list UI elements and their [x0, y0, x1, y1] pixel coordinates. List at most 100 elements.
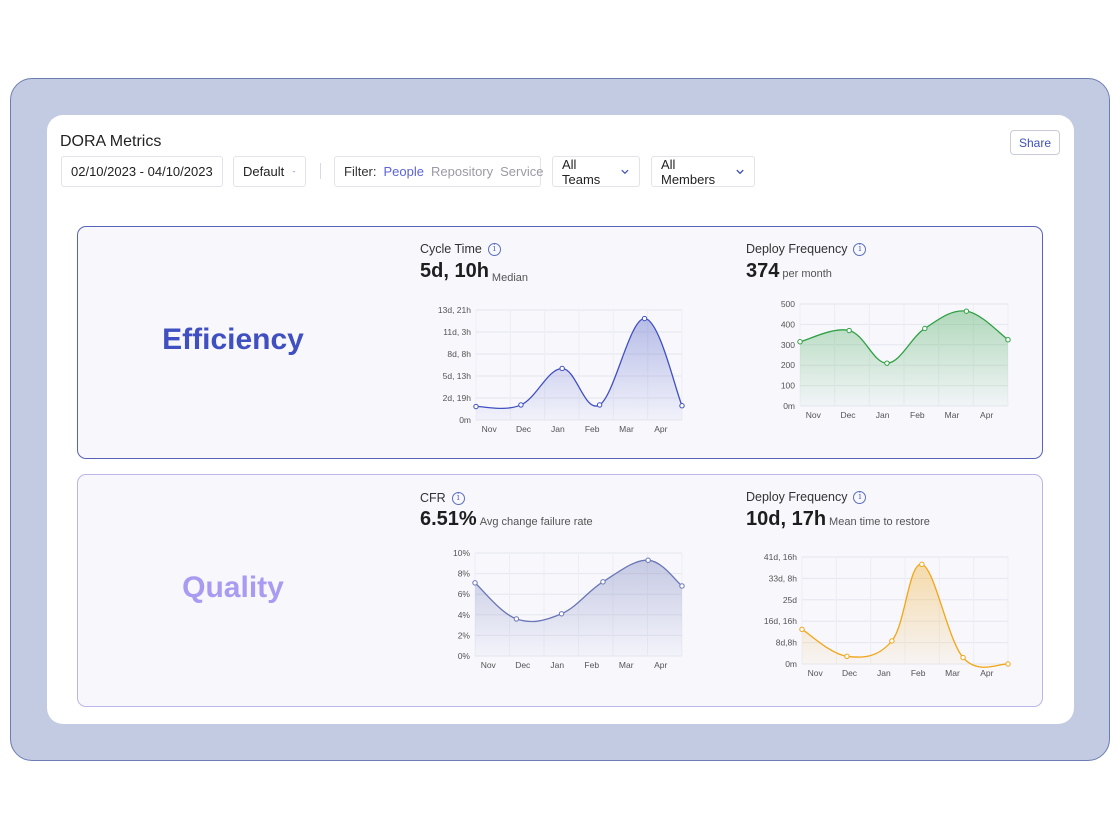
- mttr-chart: 0m 8d,8h 16d, 16h 25d 33d, 8h 41d, 16h Nov Dec J…: [764, 552, 1011, 678]
- data-point[interactable]: [596, 402, 603, 408]
- x-tick-label: Feb: [911, 668, 926, 678]
- data-point[interactable]: [473, 403, 479, 410]
- x-tick-label: Nov: [806, 410, 822, 420]
- x-tick-label: Apr: [980, 668, 993, 678]
- series-area: [476, 318, 682, 420]
- x-tick-label: Jan: [877, 668, 891, 678]
- data-point[interactable]: [645, 557, 651, 563]
- data-point[interactable]: [1005, 661, 1011, 667]
- y-tick-label: 2d, 19h: [443, 393, 472, 403]
- y-tick-label: 300: [781, 340, 795, 350]
- x-tick-label: Mar: [619, 424, 634, 434]
- data-point[interactable]: [799, 626, 805, 633]
- y-tick-label: 41d, 16h: [764, 552, 797, 562]
- cycle-time-metric-label: Cycle Time i: [420, 242, 501, 256]
- data-point[interactable]: [641, 315, 648, 322]
- x-tick-label: Feb: [585, 424, 600, 434]
- x-tick-label: Apr: [654, 424, 667, 434]
- chevron-down-icon: [292, 170, 296, 173]
- x-tick-label: Dec: [516, 424, 532, 434]
- x-tick-label: Mar: [619, 660, 634, 670]
- deploy-frequency-metric-label: Deploy Frequency i: [746, 242, 867, 256]
- series-area: [475, 560, 682, 656]
- series-line: [474, 559, 683, 623]
- filter-option-service[interactable]: Service: [500, 164, 544, 179]
- mttr-value: 10d, 17h Mean time to restore: [746, 508, 930, 531]
- data-point[interactable]: [679, 403, 685, 409]
- data-point[interactable]: [884, 360, 890, 366]
- quality-panel: [77, 474, 1043, 707]
- filter-option-people[interactable]: People: [383, 164, 424, 179]
- info-icon[interactable]: i: [853, 242, 867, 256]
- data-point[interactable]: [919, 561, 925, 568]
- metric-value: 5d, 10h: [420, 260, 489, 282]
- info-icon[interactable]: i: [487, 242, 501, 256]
- preset-select[interactable]: Default: [233, 156, 306, 187]
- metric-suffix: Avg change failure rate: [479, 516, 593, 528]
- x-tick-label: Feb: [910, 410, 925, 420]
- data-point[interactable]: [679, 583, 685, 589]
- preset-value: Default: [243, 164, 285, 179]
- x-tick-label: Feb: [584, 660, 599, 670]
- y-tick-label: 100: [781, 381, 795, 391]
- data-point[interactable]: [963, 308, 970, 314]
- data-point[interactable]: [472, 580, 478, 586]
- y-tick-label: 4%: [458, 610, 471, 620]
- data-point[interactable]: [889, 638, 895, 644]
- date-range-value: 02/10/2023 - 04/10/2023: [71, 164, 213, 179]
- cfr-value: 6.51% Avg change failure rate: [420, 508, 593, 531]
- y-tick-label: 0m: [783, 401, 795, 411]
- efficiency-label: Efficiency: [162, 323, 304, 356]
- deploy-frequency-chart: 0m 100 200 300 400 500 Nov Dec Jan Feb Mar Apr: [781, 299, 1011, 420]
- data-point[interactable]: [960, 654, 966, 661]
- info-icon[interactable]: i: [451, 491, 465, 505]
- chevron-down-icon: [736, 169, 744, 175]
- metric-label: Deploy Frequency: [746, 242, 848, 256]
- divider: [320, 163, 321, 179]
- members-value: All Members: [661, 156, 716, 187]
- x-tick-label: Mar: [945, 668, 960, 678]
- x-tick-label: Jan: [551, 424, 565, 434]
- data-point[interactable]: [844, 653, 850, 659]
- chevron-down-icon: [621, 169, 629, 175]
- cfr-chart: 0% 2% 4% 6% 8% 10% Nov Dec Jan Feb Mar Apr: [453, 548, 685, 670]
- filter-group: Filter: People Repository Service: [334, 156, 544, 187]
- x-tick-label: Apr: [654, 660, 667, 670]
- data-point[interactable]: [846, 327, 852, 334]
- y-tick-label: 0%: [458, 651, 471, 661]
- date-range-picker[interactable]: 02/10/2023 - 04/10/2023: [61, 156, 223, 187]
- y-tick-label: 0m: [459, 415, 471, 425]
- y-tick-label: 500: [781, 299, 795, 309]
- data-point[interactable]: [518, 402, 524, 408]
- data-point[interactable]: [559, 365, 565, 372]
- members-select[interactable]: All Members: [651, 156, 755, 187]
- y-tick-label: 11d, 3h: [443, 327, 471, 337]
- y-tick-label: 8d,8h: [776, 638, 798, 648]
- mttr-metric-label: Deploy Frequency i: [746, 490, 867, 504]
- filter-option-repository[interactable]: Repository: [430, 164, 494, 179]
- x-tick-label: Jan: [550, 660, 564, 670]
- teams-select[interactable]: All Teams: [552, 156, 640, 187]
- y-tick-label: 13d, 21h: [438, 305, 471, 315]
- y-tick-label: 8%: [458, 569, 471, 579]
- data-point[interactable]: [922, 325, 928, 332]
- metric-label: CFR: [420, 491, 446, 505]
- cfr-metric-label: CFR i: [420, 491, 465, 505]
- y-tick-label: 2%: [458, 630, 471, 640]
- info-icon[interactable]: i: [853, 490, 867, 504]
- cycle-time-value: 5d, 10h Median: [420, 260, 528, 284]
- x-tick-label: Nov: [808, 668, 824, 678]
- metric-suffix: Mean time to restore: [829, 516, 930, 528]
- quality-label: Quality: [182, 571, 284, 604]
- data-point[interactable]: [558, 611, 565, 617]
- x-tick-label: Jan: [876, 410, 890, 420]
- filter-label: Filter:: [344, 164, 377, 179]
- data-point[interactable]: [797, 339, 803, 345]
- share-button[interactable]: Share: [1010, 130, 1060, 155]
- x-tick-label: Mar: [945, 410, 960, 420]
- data-point[interactable]: [600, 579, 606, 585]
- data-point[interactable]: [1005, 337, 1011, 343]
- data-point[interactable]: [513, 616, 520, 622]
- series-line: [799, 310, 1009, 364]
- deploy-frequency-value: 374 per month: [746, 260, 832, 283]
